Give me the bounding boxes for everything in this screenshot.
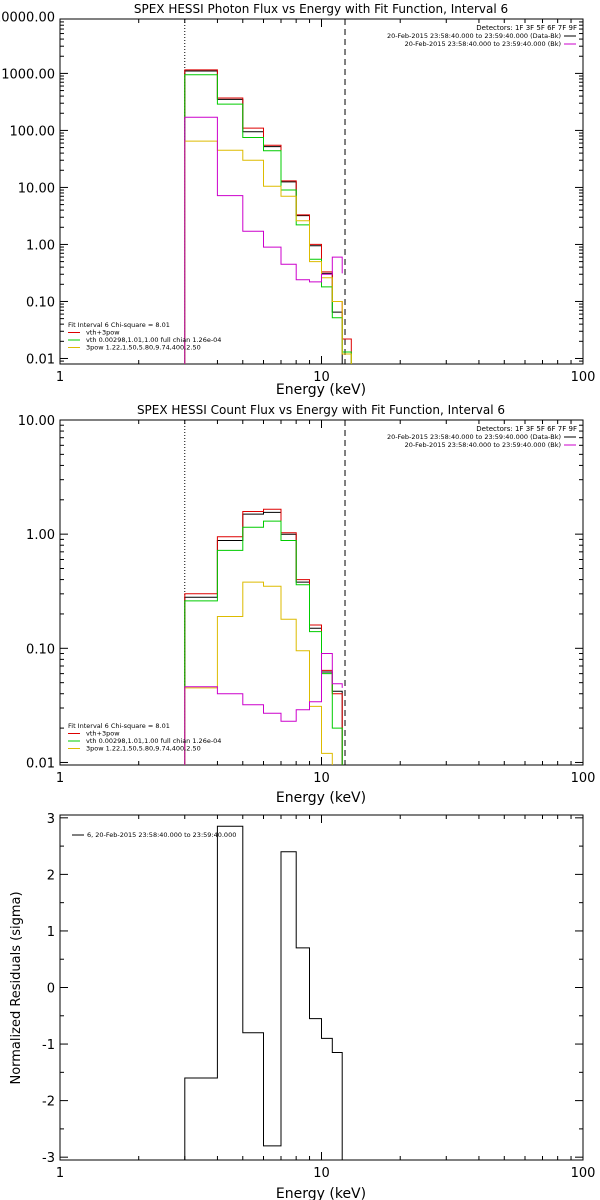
fit-legend-entry: 3pow 1.22,1.50,5.80,9.74,400,2.50	[86, 344, 201, 352]
count-flux-title: SPEX HESSI Count Flux vs Energy with Fit…	[137, 403, 505, 417]
x-tick-label: 10	[313, 1166, 330, 1181]
data-header-entry: 20-Feb-2015 23:58:40.000 to 23:59:40.000…	[405, 40, 561, 48]
data-header-entry: 20-Feb-2015 23:58:40.000 to 23:59:40.000…	[387, 32, 561, 40]
count-flux-series-2	[184, 520, 343, 765]
y-tick-label: 1.00	[26, 238, 55, 253]
count-flux-panel: SPEX HESSI Count Flux vs Energy with Fit…	[18, 403, 596, 806]
fit-legend-entry: vth+3pow	[86, 329, 120, 337]
photon-flux-title: SPEX HESSI Photon Flux vs Energy with Fi…	[134, 2, 508, 16]
photon-flux-series-1	[184, 69, 352, 364]
photon-flux-panel: SPEX HESSI Photon Flux vs Energy with Fi…	[0, 2, 595, 398]
residuals-series-0	[184, 825, 343, 1160]
residuals-plot-frame	[59, 814, 584, 1161]
x-tick-label: 10	[313, 370, 330, 385]
residuals-series	[184, 825, 343, 1160]
photon-flux-data-legend: 20-Feb-2015 23:58:40.000 to 23:59:40.000…	[387, 32, 576, 48]
y-tick-label: 1	[47, 925, 55, 940]
y-tick-label: -2	[42, 1095, 55, 1110]
data-header-entry: 20-Feb-2015 23:58:40.000 to 23:59:40.000…	[387, 433, 561, 441]
photon-flux-series-2	[184, 74, 352, 364]
x-tick-label: 1	[56, 771, 64, 786]
photon-flux-series-3	[184, 140, 352, 364]
y-tick-label: 0.10	[26, 295, 55, 310]
fit-legend-entry: vth 0.00298,1.01,1.00 full chian 1.26e-0…	[86, 336, 221, 344]
y-tick-label: 10.00	[18, 414, 55, 429]
x-tick-label: 1	[56, 1166, 64, 1181]
data-header-entry: 20-Feb-2015 23:58:40.000 to 23:59:40.000…	[405, 441, 561, 449]
count-flux-data-legend: 20-Feb-2015 23:58:40.000 to 23:59:40.000…	[387, 433, 576, 449]
y-tick-label: 3	[47, 812, 55, 827]
photon-flux-fit-legend: Fit Interval 6 Chi-square = 8.01vth+3pow…	[68, 321, 221, 352]
y-tick-label: 0.10	[26, 642, 55, 657]
x-tick-label: 1	[56, 370, 64, 385]
fit-legend-entry: vth+3pow	[86, 730, 120, 738]
fit-legend-heading: Fit Interval 6 Chi-square = 8.01	[68, 722, 170, 730]
y-tick-label: 1000.00	[1, 67, 55, 82]
residuals-ylabel: Normalized Residuals (sigma)	[9, 891, 24, 1084]
count-flux-detectors: Detectors: 1F 3F 5F 6F 7F 9F	[476, 425, 577, 433]
fit-legend-entry: vth 0.00298,1.01,1.00 full chian 1.26e-0…	[86, 737, 221, 745]
y-tick-label: 0.01	[26, 756, 55, 771]
x-tick-label: 100	[571, 771, 596, 786]
count-flux-series-1	[184, 508, 343, 765]
x-tick-label: 100	[571, 370, 596, 385]
residuals-legend: 6, 20-Feb-2015 23:58:40.000 to 23:59:40.…	[72, 831, 236, 839]
y-tick-label: 100.00	[10, 124, 56, 139]
photon-flux-series	[184, 69, 352, 364]
count-flux-series-0	[184, 511, 343, 765]
y-tick-label: 0	[47, 982, 55, 997]
count-flux-series-3	[184, 581, 333, 765]
residuals-xlabel: Energy (keV)	[276, 1186, 366, 1200]
y-tick-label: 0.01	[26, 352, 55, 367]
count-flux-xlabel: Energy (keV)	[276, 790, 366, 806]
y-tick-label: 1.00	[26, 528, 55, 543]
fit-legend-heading: Fit Interval 6 Chi-square = 8.01	[68, 321, 170, 329]
y-tick-label: -1	[42, 1038, 55, 1053]
photon-flux-xlabel: Energy (keV)	[276, 382, 366, 398]
x-tick-label: 100	[571, 1166, 596, 1181]
y-tick-label: 10000.00	[0, 10, 55, 25]
fit-legend-entry: 3pow 1.22,1.50,5.80,9.74,400,2.50	[86, 745, 201, 753]
count-flux-series-4	[184, 653, 343, 765]
y-tick-label: 10.00	[18, 181, 55, 196]
photon-flux-series-0	[184, 70, 343, 364]
photon-flux-series-4	[184, 116, 343, 364]
y-tick-label: -3	[42, 1151, 55, 1166]
count-flux-series	[184, 508, 343, 765]
photon-flux-detectors: Detectors: 1F 3F 5F 6F 7F 9F	[476, 24, 577, 32]
residuals-panel: 1 10 100 -3 -2 -1 0 1 2 3 6, 20-Feb-2015 23:58:40…	[9, 812, 595, 1200]
y-tick-label: 2	[47, 868, 55, 883]
count-flux-fit-legend: Fit Interval 6 Chi-square = 8.01vth+3pow…	[68, 722, 221, 753]
x-tick-label: 10	[313, 771, 330, 786]
photon-flux-plot-frame	[59, 18, 584, 365]
residuals-legend-entry: 6, 20-Feb-2015 23:58:40.000 to 23:59:40.…	[87, 831, 236, 839]
